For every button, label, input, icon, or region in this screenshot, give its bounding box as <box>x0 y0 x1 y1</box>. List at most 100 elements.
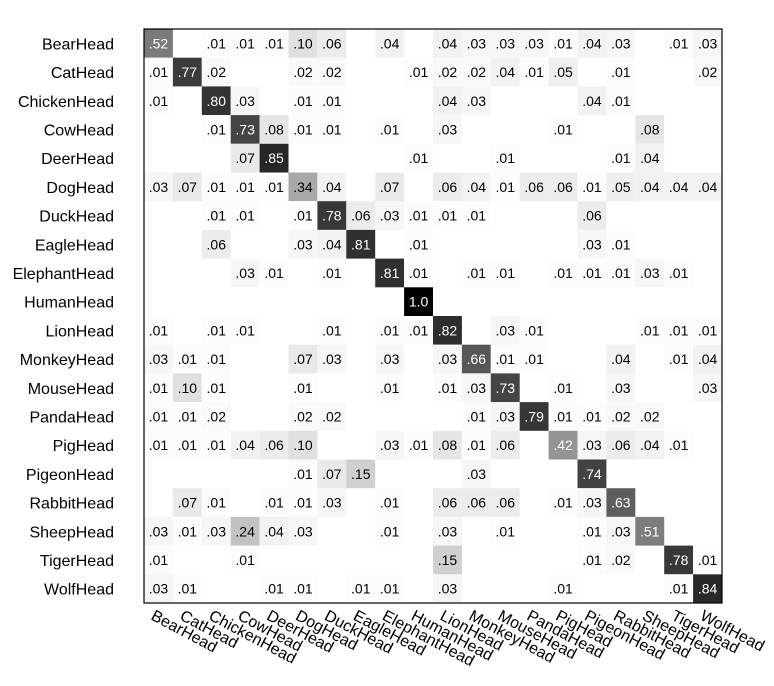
matrix-cell-1-6 <box>317 57 347 87</box>
matrix-cell-19-1 <box>172 574 202 603</box>
row-label: WolfHead <box>44 582 114 599</box>
matrix-cell-12-11 <box>461 373 491 403</box>
matrix-cell-value: .03 <box>496 35 516 51</box>
matrix-cell-value: .03 <box>293 236 313 252</box>
row-label: EagleHead <box>35 237 114 254</box>
matrix-cell-14-5 <box>288 430 318 460</box>
matrix-cell-value: .73 <box>496 380 516 396</box>
matrix-cell-value: .03 <box>611 523 631 539</box>
matrix-cell-value: .03 <box>380 208 400 224</box>
matrix-cell-value: .04 <box>582 93 602 109</box>
matrix-frame <box>143 28 723 604</box>
matrix-cell-10-8 <box>375 316 405 345</box>
matrix-cell-value: .01 <box>322 93 342 109</box>
matrix-cell-17-10 <box>433 516 462 546</box>
matrix-cell-value: .01 <box>409 208 429 224</box>
matrix-cell-6-5 <box>288 201 318 230</box>
matrix-cell-value: .01 <box>264 265 284 281</box>
matrix-cell-value: .01 <box>611 93 631 109</box>
matrix-cell-16-4 <box>259 488 289 517</box>
matrix-cell-14-8 <box>375 430 405 460</box>
matrix-cell-14-17 <box>635 430 665 460</box>
matrix-cell-value: .01 <box>380 581 400 597</box>
matrix-cell-1-0 <box>144 57 173 87</box>
matrix-cell-0-4 <box>259 29 289 58</box>
matrix-cell-11-6 <box>317 344 347 374</box>
matrix-cell-value: .01 <box>293 380 313 396</box>
matrix-cell-10-6 <box>317 316 347 345</box>
matrix-cell-value: .06 <box>264 437 284 453</box>
row-label: PandaHead <box>29 409 114 426</box>
matrix-cell-value: .01 <box>553 265 573 281</box>
matrix-cell-value: .01 <box>207 322 227 338</box>
matrix-cell-1-16 <box>606 57 636 87</box>
matrix-cell-13-1 <box>172 402 202 431</box>
matrix-cell-value: .01 <box>293 581 313 597</box>
matrix-cell-value: .04 <box>467 179 487 195</box>
matrix-cell-7-7 <box>346 229 376 259</box>
matrix-cell-value: .03 <box>582 236 602 252</box>
matrix-cell-value: .03 <box>467 466 487 482</box>
matrix-cell-value: .03 <box>293 523 313 539</box>
matrix-cell-value: .03 <box>467 35 487 51</box>
matrix-cell-5-3 <box>230 172 260 202</box>
matrix-cell-14-10 <box>433 430 462 460</box>
matrix-cell-value: .02 <box>640 408 660 424</box>
matrix-cell-2-11 <box>461 86 491 116</box>
matrix-cell-16-5 <box>288 488 318 517</box>
matrix-cell-value: .01 <box>496 150 516 166</box>
matrix-cell-0-2 <box>201 29 231 58</box>
matrix-cell-13-6 <box>317 402 347 431</box>
matrix-cell-19-14 <box>548 574 578 603</box>
matrix-cell-12-8 <box>375 373 405 403</box>
matrix-cell-value: .01 <box>149 93 169 109</box>
matrix-cell-14-0 <box>144 430 173 460</box>
matrix-cell-value: .03 <box>149 581 169 597</box>
matrix-cell-value: .03 <box>524 35 544 51</box>
matrix-cell-value: .01 <box>524 64 544 80</box>
matrix-cell-13-5 <box>288 402 318 431</box>
matrix-cell-8-4 <box>259 258 289 288</box>
matrix-cell-value: .01 <box>467 265 487 281</box>
matrix-cell-value: .04 <box>640 150 660 166</box>
matrix-cell-12-2 <box>201 373 231 403</box>
matrix-cell-16-6 <box>317 488 347 517</box>
matrix-cell-value: .01 <box>409 236 429 252</box>
matrix-cell-11-12 <box>490 344 520 374</box>
matrix-cell-value: .03 <box>582 437 602 453</box>
matrix-cells: .52 .01 .01 .01 .10 .06 .04 .04 .03 .03 .03 .01 .04.… <box>144 29 722 603</box>
matrix-cell-value: .01 <box>553 581 573 597</box>
matrix-cell-value: .01 <box>178 581 198 597</box>
matrix-cell-2-3 <box>230 86 260 116</box>
matrix-cell-5-0 <box>144 172 173 202</box>
matrix-cell-17-3 <box>230 516 260 546</box>
row-label: CatHead <box>51 65 114 82</box>
matrix-cell-6-2 <box>201 201 231 230</box>
row-label: MouseHead <box>28 381 114 398</box>
matrix-cell-value: .03 <box>467 93 487 109</box>
matrix-cell-value: .01 <box>207 495 227 511</box>
matrix-cell-value: .01 <box>149 380 169 396</box>
matrix-cell-5-10 <box>433 172 462 202</box>
matrix-cell-14-9 <box>404 430 433 460</box>
matrix-cell-value: .74 <box>582 466 602 482</box>
matrix-cell-6-9 <box>404 201 433 230</box>
matrix-cell-17-1 <box>172 516 202 546</box>
matrix-cell-4-3 <box>230 143 260 173</box>
matrix-cell-8-18 <box>664 258 694 288</box>
matrix-cell-value: .01 <box>582 523 602 539</box>
matrix-cell-value: .01 <box>207 179 227 195</box>
matrix-cell-1-13 <box>519 57 549 87</box>
matrix-cell-2-15 <box>577 86 607 116</box>
matrix-cell-value: .06 <box>322 35 342 51</box>
matrix-cell-7-15 <box>577 229 607 259</box>
matrix-cell-1-19 <box>693 57 722 87</box>
matrix-cell-value: .07 <box>293 351 313 367</box>
matrix-cell-8-3 <box>230 258 260 288</box>
matrix-cell-12-5 <box>288 373 318 403</box>
matrix-cell-value: .07 <box>322 466 342 482</box>
matrix-cell-11-11 <box>461 344 491 374</box>
matrix-cell-value: .01 <box>149 322 169 338</box>
matrix-cell-2-16 <box>606 86 636 116</box>
